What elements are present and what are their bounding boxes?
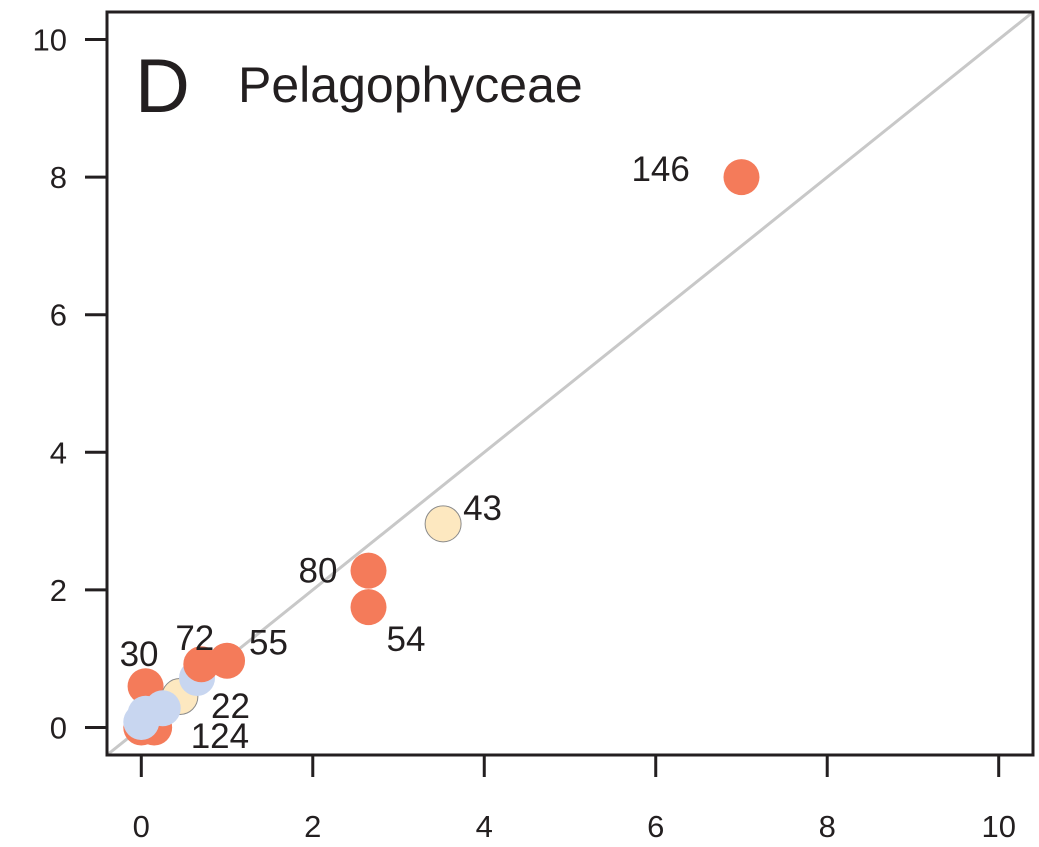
data-point [350, 589, 387, 626]
point-label: 146 [631, 150, 689, 189]
point-label: 43 [463, 489, 502, 528]
x-tick-label: 6 [647, 809, 664, 844]
x-tick-label: 2 [304, 809, 321, 844]
data-point [424, 505, 462, 543]
y-tick-label: 8 [50, 160, 67, 195]
y-tick-label: 2 [50, 573, 67, 608]
data-point [723, 159, 760, 196]
data-point [350, 552, 387, 589]
x-tick-label: 10 [981, 809, 1015, 844]
y-tick-label: 0 [50, 710, 67, 745]
point-label: 55 [249, 624, 288, 663]
x-tick-label: 8 [819, 809, 836, 844]
x-tick-label: 4 [476, 809, 493, 844]
y-tick-label: 10 [33, 23, 67, 58]
point-label: 54 [387, 620, 426, 659]
point-label: 22 [211, 687, 250, 726]
x-tick-label: 0 [133, 809, 150, 844]
data-point [209, 642, 246, 679]
panel-letter: D [135, 44, 190, 129]
point-label: 124 [191, 717, 249, 756]
y-tick-label: 6 [50, 298, 67, 333]
reference-line [106, 10, 1034, 757]
plot-frame [105, 10, 1035, 757]
point-label: 72 [175, 619, 214, 658]
point-label: 30 [120, 635, 159, 674]
point-label: 80 [299, 552, 338, 591]
data-point [123, 703, 160, 740]
chart-title: Pelagophyceae [238, 57, 583, 113]
y-tick-label: 4 [50, 435, 67, 470]
